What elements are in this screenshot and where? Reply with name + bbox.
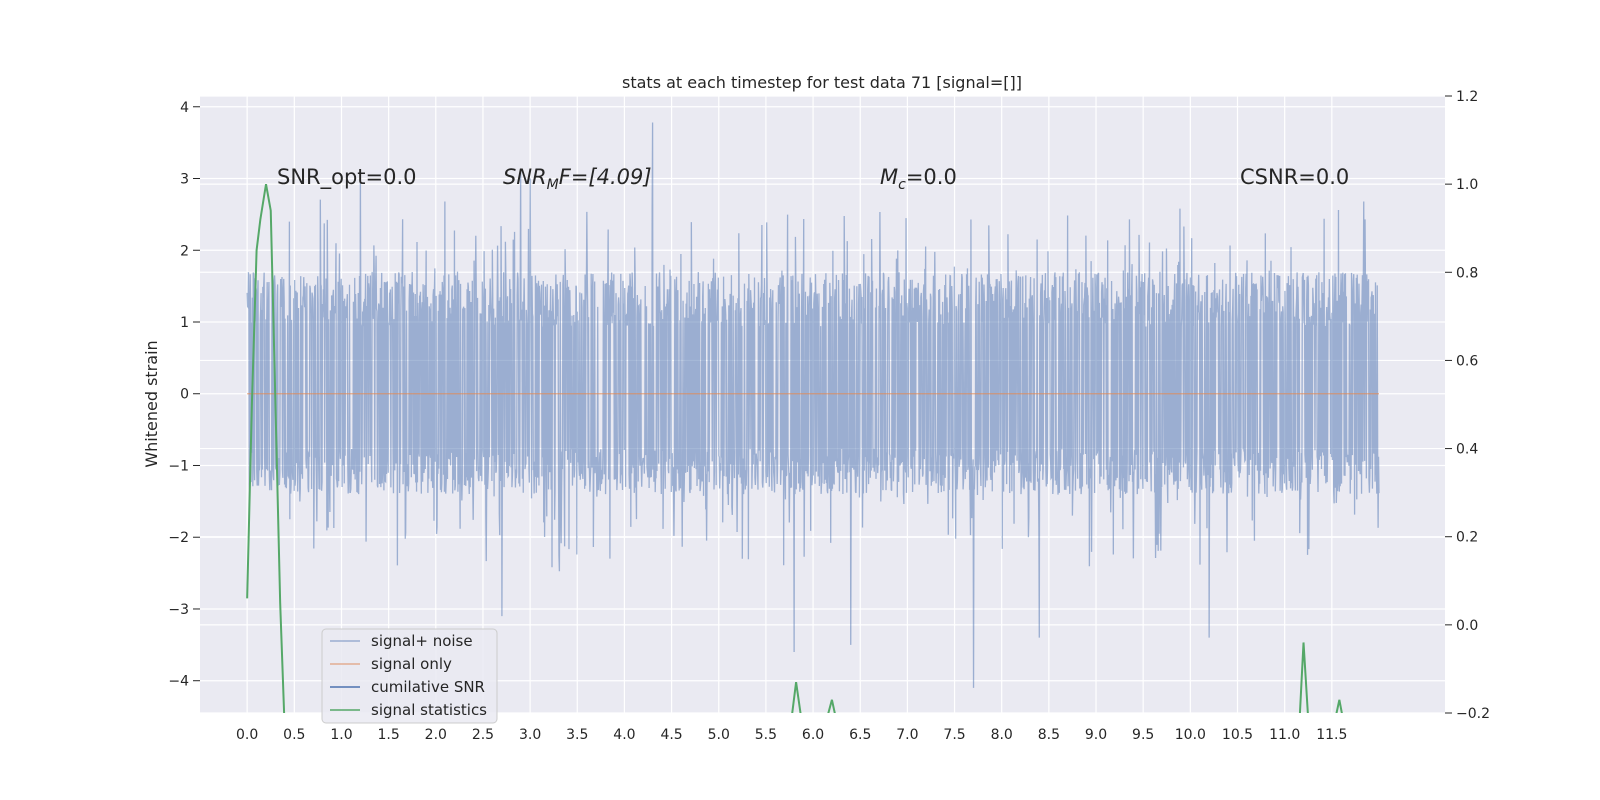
y-tick-label-left: 0 [180,387,189,403]
x-tick-label: 8.0 [991,727,1013,743]
legend-box [321,628,498,724]
x-tick-label: 6.5 [849,727,871,743]
x-tick-label: 2.5 [472,727,494,743]
legend-label-signal-only: signal only [371,655,452,673]
y-axis-label: Whitened strain [142,340,161,467]
legend-label-signal-statistics: signal statistics [371,701,487,719]
y-tick-label-right: 1.0 [1456,177,1478,193]
annotation-snr-mf: SNRMF=[4.09] [503,165,652,193]
y-tick-label-right: 1.2 [1456,89,1478,105]
y-tick-label-right: 0.2 [1456,530,1478,546]
x-tick-label: 4.5 [660,727,682,743]
y-tick-label-right: 0.6 [1456,353,1478,369]
x-tick-label: 2.0 [425,727,447,743]
y-tick-label-left: −4 [168,674,189,690]
annotation-snr-mf-main: SNR [503,165,547,189]
x-tick-label: 5.0 [708,727,730,743]
y-tick-label-right: 0.0 [1456,618,1478,634]
x-tick-label: 1.0 [330,727,352,743]
x-tick-label: 8.5 [1038,727,1060,743]
legend-label-signal-noise: signal+ noise [371,632,473,650]
series-signal-noise [246,122,1380,688]
x-tick-label: 1.5 [378,727,400,743]
x-tick-label: 10.0 [1175,727,1206,743]
annotation-snr-mf-rest: F=[4.09] [559,165,652,189]
x-tick-label: 9.0 [1085,727,1107,743]
x-tick-label: 4.0 [613,727,635,743]
x-tick-label: 7.0 [896,727,918,743]
y-tick-labels-right: 1.2 1.0 0.8 0.6 0.4 0.2 0.0 −0.2 [1445,89,1490,722]
x-tick-label: 7.5 [943,727,965,743]
annotation-mc-rest: =0.0 [906,165,957,189]
y-tick-label-left: 4 [180,100,189,116]
x-tick-labels: 0.0 0.5 1.0 1.5 2.0 2.5 3.0 3.5 4.0 4.5 5.0 5.5 6.0 6… [236,727,1347,743]
x-tick-label: 3.5 [566,727,588,743]
y-tick-label-left: −2 [168,530,189,546]
annotation-mc-main: M [880,165,898,189]
x-tick-label: 10.5 [1222,727,1253,743]
annotation-csnr: CSNR=0.0 [1240,165,1349,189]
x-tick-label: 6.0 [802,727,824,743]
legend-label-cumulative-snr: cumilative SNR [371,678,485,696]
annotation-snr-mf-sub: M [547,177,559,193]
x-tick-label: 0.5 [283,727,305,743]
y-tick-label-left: 2 [180,243,189,259]
y-tick-labels-left: 4 3 2 1 0 −1 −2 −3 −4 [168,100,200,690]
series-signal-statistics [246,183,1343,713]
y-tick-label-left: 3 [180,172,189,188]
legend: signal+ noise signal only cumilative SNR… [321,628,498,724]
x-tick-label: 11.5 [1316,727,1347,743]
x-tick-label: 0.0 [236,727,258,743]
y-tick-label-left: −1 [168,458,189,474]
chart-title: stats at each timestep for test data 71 … [622,73,1022,92]
x-tick-label: 11.0 [1269,727,1300,743]
x-tick-label: 9.5 [1132,727,1154,743]
x-tick-label: 5.5 [755,727,777,743]
annotation-mc-sub: c [898,177,906,193]
y-tick-label-right: 0.8 [1456,265,1478,281]
y-tick-label-left: 1 [180,315,189,331]
annotation-mc: Mc=0.0 [880,165,957,193]
x-tick-label: 3.0 [519,727,541,743]
y-tick-label-right: 0.4 [1456,442,1478,458]
y-tick-label-right: −0.2 [1456,706,1490,722]
series-layer [246,122,1380,713]
annotation-snr-opt: SNR_opt=0.0 [277,165,417,190]
y-tick-label-left: −3 [168,602,189,618]
